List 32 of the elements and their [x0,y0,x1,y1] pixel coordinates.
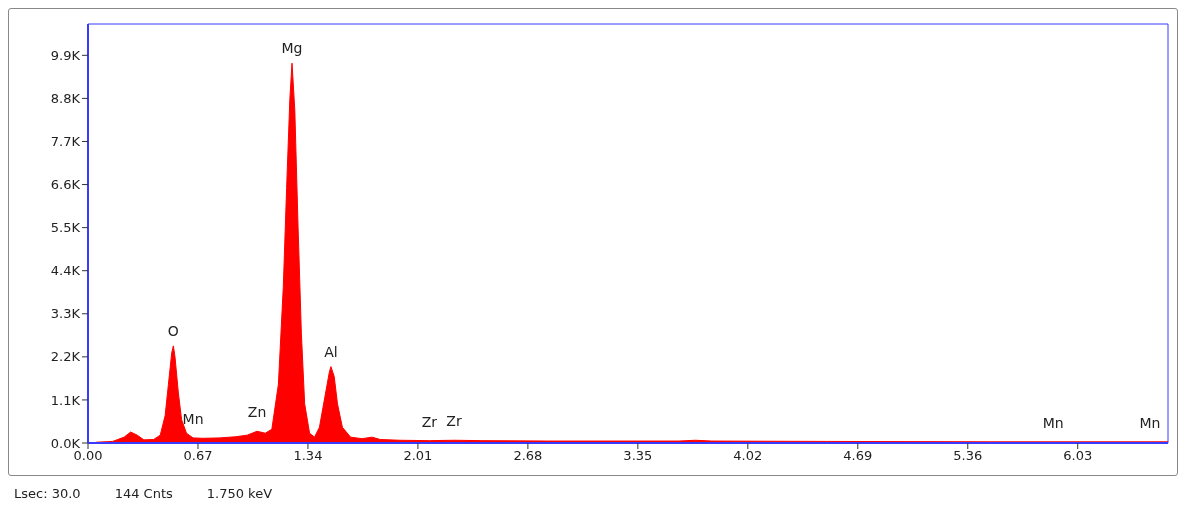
annotation: Al [324,343,338,360]
annotation: Mn [182,410,204,427]
y-tick-label: 8.8K [50,91,81,107]
x-tick-label: 0.00 [73,448,103,464]
text: 1.750 keV [206,486,273,501]
y-tick-label: 6.6K [50,177,81,193]
x-tick-label: 5.36 [953,448,983,464]
annotation: Zn [247,404,267,421]
text: 144 Cnts [114,486,173,501]
y-tick-label: 9.9K [50,47,81,63]
x-tick-label: 2.01 [403,448,433,464]
y-tick-label: 0.0K [50,435,81,451]
annotation: Mn [1042,414,1064,431]
annotation: Mn [1139,414,1161,431]
y-tick-label: 1.1K [50,392,81,408]
x-tick-label: 0.67 [183,448,213,464]
y-tick-label: 2.2K [50,349,81,365]
x-tick-label: 6.03 [1063,448,1093,464]
x-tick-label: 4.02 [733,448,763,464]
annotation: Zr [421,413,438,430]
x-tick-label: 2.68 [513,448,543,464]
x-tick-label: 4.69 [843,448,873,464]
y-tick-label: 7.7K [50,134,81,150]
annotation: O [167,322,179,339]
text: Lsec: 30.0 [14,486,81,501]
y-tick-label: 5.5K [50,220,81,236]
x-tick-label: 1.34 [293,448,323,464]
annotation: Zr [446,413,462,430]
y-tick-label: 4.4K [50,263,81,279]
annotation: Mg [281,40,303,57]
y-tick-label: 3.3K [50,306,81,322]
x-tick-label: 3.35 [623,448,653,464]
